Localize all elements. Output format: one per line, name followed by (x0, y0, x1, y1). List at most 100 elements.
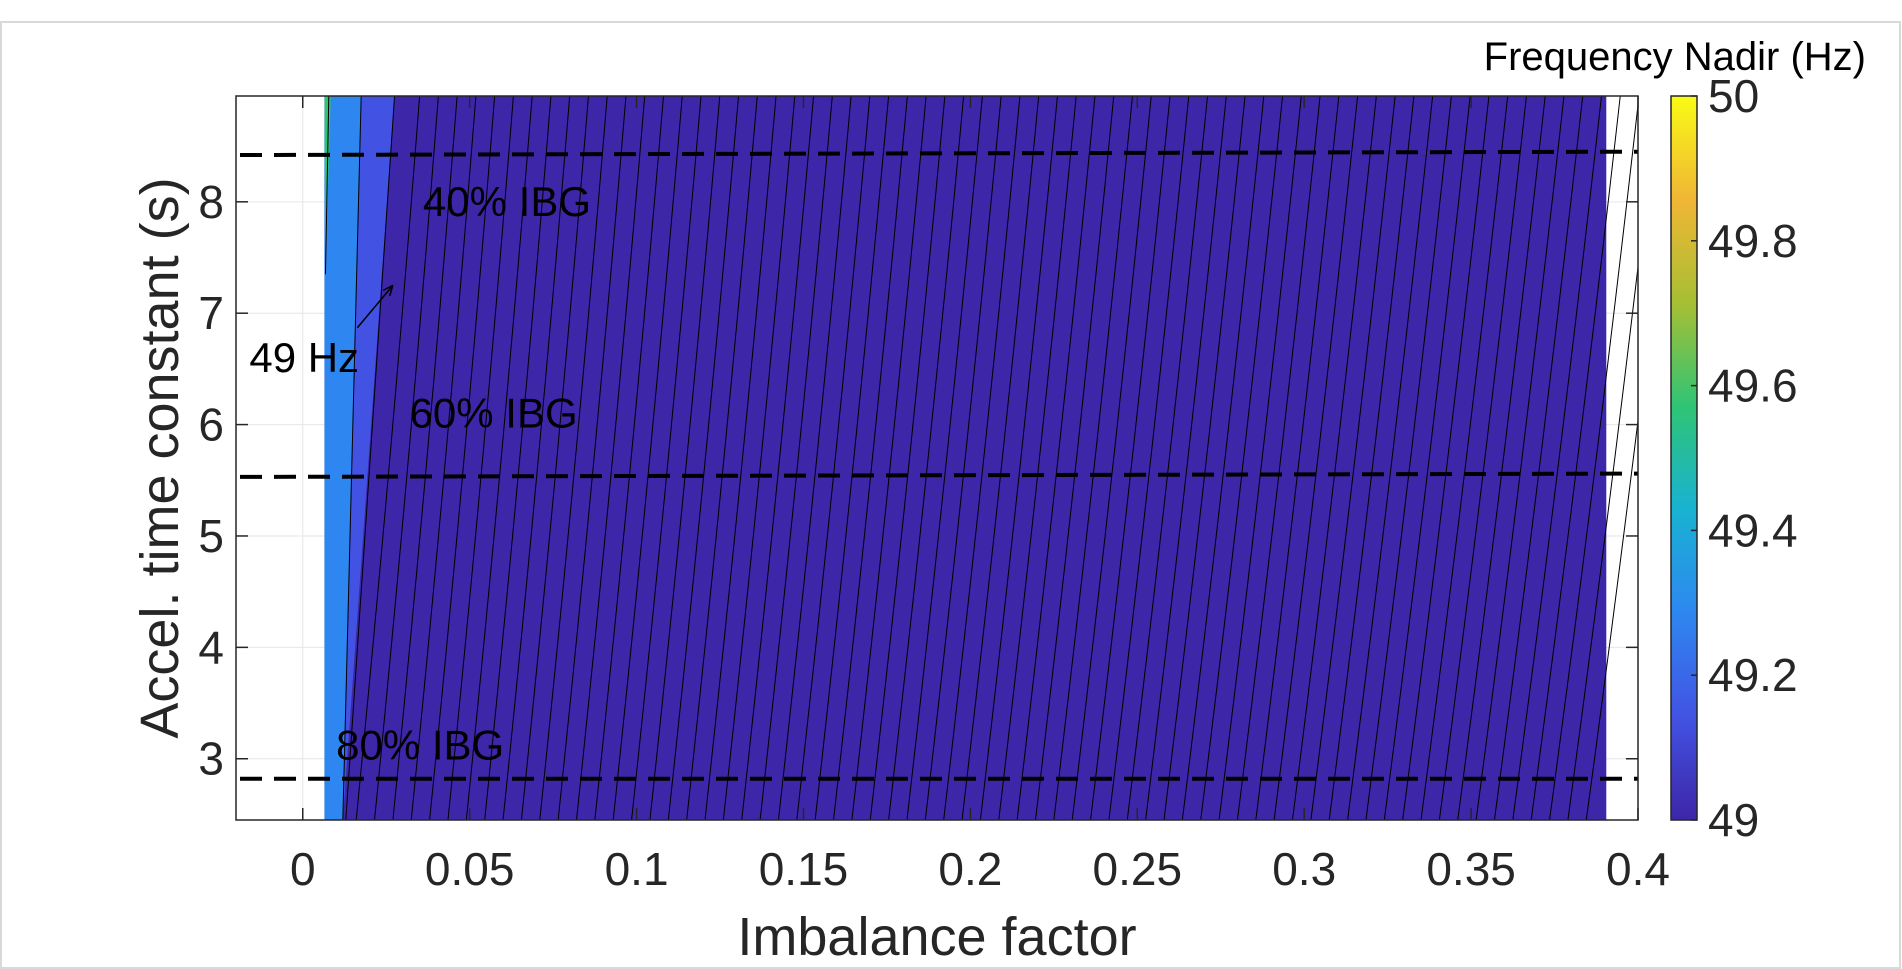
contour-line (1016, 96, 1096, 820)
contour-line (1145, 96, 1227, 820)
contour-line (979, 96, 1058, 820)
annotation-arrowhead (382, 284, 394, 297)
contour-line (667, 96, 740, 820)
contour-line (1493, 96, 1584, 820)
contour-line (1328, 96, 1415, 820)
colorbar: Frequency Nadir (Hz) 49 49.2 49.4 49.6 49.8 5… (1484, 35, 1866, 846)
x-tick-label: 0 (290, 843, 316, 895)
y-tick-label: 3 (198, 733, 224, 785)
contour-line (704, 96, 777, 820)
contour-line (594, 96, 664, 820)
band-49-2 (324, 96, 362, 820)
colorbar-title: Frequency Nadir (Hz) (1484, 35, 1866, 79)
contour-line (1549, 100, 1638, 820)
contour-line (796, 96, 871, 820)
colorbar-tick-label: 49 (1708, 794, 1759, 846)
contour-line (1585, 416, 1638, 820)
contour-line (429, 96, 496, 820)
annotation-arrow (356, 284, 394, 329)
contour-line (410, 96, 477, 820)
contour-line (1383, 96, 1471, 820)
contour-line (869, 96, 946, 820)
contour-line (342, 96, 362, 820)
contour-line (575, 96, 646, 820)
contour-line (1181, 96, 1265, 820)
y-tick-label: 7 (198, 287, 224, 339)
annotation-label: 40% IBG (423, 178, 591, 225)
contour-line (649, 96, 721, 820)
x-tick-label: 0.2 (938, 843, 1002, 895)
y-axis-label: Accel. time constant (s) (130, 177, 190, 738)
colorbar-tick-label: 49.8 (1708, 215, 1798, 267)
annotation-label: 60% IBG (410, 389, 578, 436)
contour-line (851, 96, 927, 820)
contour-line (1071, 96, 1152, 820)
x-tick-label: 0.4 (1606, 843, 1670, 895)
contour-line (1310, 96, 1396, 820)
contour-line (324, 96, 330, 275)
y-tick-label: 8 (198, 176, 224, 228)
contour-line (998, 96, 1077, 820)
annotation-label: 49 Hz (249, 334, 359, 381)
y-tick-label: 5 (198, 510, 224, 562)
colorbar-tick-label: 49.4 (1708, 504, 1798, 556)
contour-line (447, 96, 514, 820)
contour-line (392, 96, 458, 820)
contour-line (612, 96, 683, 820)
contour-line (539, 96, 608, 820)
plot-box (235, 95, 1639, 821)
contour-line (777, 96, 852, 820)
x-tick-label: 0.35 (1426, 843, 1516, 895)
contour-line (557, 96, 627, 820)
contour-line (906, 96, 983, 820)
contour-line (1512, 96, 1602, 820)
contour-line (833, 96, 908, 820)
x-tick-label: 0.3 (1272, 843, 1336, 895)
contour-line (1438, 96, 1527, 820)
contour-line (814, 96, 890, 820)
contour-line (1347, 96, 1434, 820)
contour-line (520, 96, 589, 820)
annotation-label: 80% IBG (336, 721, 504, 768)
x-tick-label: 0.25 (1093, 843, 1183, 895)
figure-border (0, 21, 1901, 969)
contour-line (631, 96, 702, 820)
contour-line (345, 96, 396, 820)
contour-line (1457, 96, 1546, 820)
contour-line (1090, 96, 1171, 820)
contour-line (722, 96, 796, 820)
contour-line (1053, 96, 1133, 820)
contour-line (943, 96, 1021, 820)
x-axis-label: Imbalance factor (737, 907, 1136, 967)
contour-line (961, 96, 1040, 820)
contour-line (1108, 96, 1190, 820)
contour-line (1200, 96, 1284, 820)
x-tick-label: 0.05 (425, 843, 515, 895)
contour-line (1034, 96, 1115, 820)
contour-lines (324, 96, 1638, 820)
contour-line (1163, 96, 1246, 820)
contour-line (1365, 96, 1452, 820)
contour-line (686, 96, 758, 820)
contour-line (924, 96, 1002, 820)
ibg-reference-line (239, 149, 1639, 158)
colorbar-bar (1670, 95, 1698, 821)
x-tick-label: 0.15 (759, 843, 849, 895)
contour-line (374, 96, 439, 820)
contour-line (1292, 96, 1377, 820)
ibg-reference-line (239, 471, 1639, 479)
contour-line (484, 96, 552, 820)
contour-line (888, 96, 965, 820)
contour-line (1402, 96, 1490, 820)
y-tick-label: 4 (198, 621, 224, 673)
contour-line (1530, 96, 1621, 820)
contour-line (465, 96, 533, 820)
annotations: 49 Hz 40% IBG 60% IBG 80% IBG (249, 178, 591, 769)
contour-line (1567, 262, 1638, 820)
contour-line (1218, 96, 1302, 820)
contour-line (355, 96, 421, 820)
colorbar-tick-label: 49.6 (1708, 360, 1798, 412)
x-tick-label: 0.1 (605, 843, 669, 895)
